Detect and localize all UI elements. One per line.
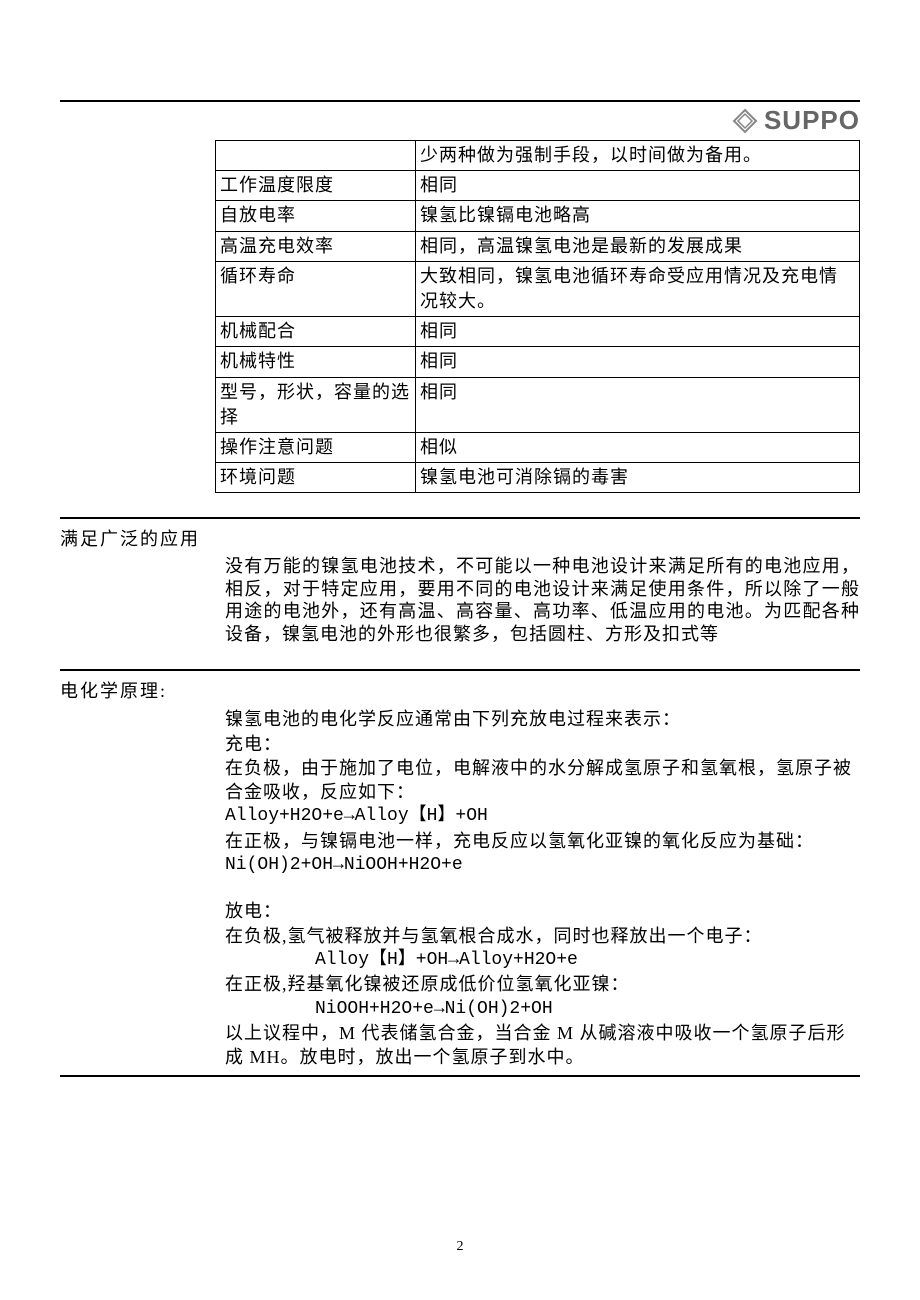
- formula: Alloy【H】+OH→Alloy+H2O+e: [315, 948, 860, 972]
- paragraph: 在负极,氢气被释放并与氢氧根合成水，同时也释放出一个电子：: [225, 924, 860, 948]
- paragraph: 在正极，与镍镉电池一样，充电反应以氢氧化亚镍的氧化反应为基础：: [225, 829, 860, 853]
- formula: Ni(OH)2+OH→NiOOH+H2O+e: [225, 853, 860, 877]
- section-applications: 满足广泛的应用 没有万能的镍氢电池技术，不可能以一种电池设计来满足所有的电池应用…: [60, 525, 860, 645]
- table-row: 循环寿命大致相同，镍氢电池循环寿命受应用情况及充电情况较大。: [216, 261, 860, 316]
- table-cell-property: 机械配合: [216, 317, 416, 347]
- table-cell-value: 相同: [416, 347, 860, 377]
- logo-text: SUPPO: [764, 105, 860, 136]
- table-cell-value: 相同: [416, 377, 860, 432]
- section-body: 镍氢电池的电化学反应通常由下列充放电过程来表示： 充电： 在负极，由于施加了电位…: [225, 707, 860, 1069]
- paragraph: 在正极,羟基氧化镍被还原成低价位氢氧化亚镍：: [225, 972, 860, 996]
- table-cell-property: 操作注意问题: [216, 432, 416, 462]
- paragraph: 在负极，由于施加了电位，电解液中的水分解成氢原子和氢氧根，氢原子被合金吸收，反应…: [225, 756, 860, 805]
- discharge-label: 放电：: [225, 899, 860, 923]
- logo-icon: [732, 108, 758, 134]
- table-cell-value: 镍氢电池可消除镉的毒害: [416, 463, 860, 493]
- section-body: 没有万能的镍氢电池技术，不可能以一种电池设计来满足所有的电池应用，相反，对于特定…: [225, 555, 860, 645]
- table-row: 自放电率镍氢比镍镉电池略高: [216, 201, 860, 231]
- formula: NiOOH+H2O+e→Ni(OH)2+OH: [315, 997, 860, 1021]
- table-cell-property: 工作温度限度: [216, 171, 416, 201]
- table-row: 型号，形状，容量的选择相同: [216, 377, 860, 432]
- table-row: 高温充电效率相同，高温镍氢电池是最新的发展成果: [216, 231, 860, 261]
- table-cell-value: 镍氢比镍镉电池略高: [416, 201, 860, 231]
- table-row: 操作注意问题相似: [216, 432, 860, 462]
- brand-logo: SUPPO: [732, 105, 860, 136]
- table-cell-property: 自放电率: [216, 201, 416, 231]
- section-divider: [60, 517, 860, 519]
- section-title: 满足广泛的应用: [60, 525, 860, 551]
- table-cell-value: 相同: [416, 171, 860, 201]
- section-title: 电化学原理:: [60, 677, 860, 703]
- table-cell-property: 高温充电效率: [216, 231, 416, 261]
- paragraph: 以上议程中，M 代表储氢合金，当合金 M 从碱溶液中吸收一个氢原子后形成 MH。…: [225, 1021, 860, 1070]
- charge-label: 充电：: [225, 732, 860, 756]
- table-cell-value: 相同，高温镍氢电池是最新的发展成果: [416, 231, 860, 261]
- table-cell-value: 相同: [416, 317, 860, 347]
- table-cell-property: 型号，形状，容量的选择: [216, 377, 416, 432]
- spacer: [225, 877, 860, 899]
- table-cell-property: 循环寿命: [216, 261, 416, 316]
- table-row: 机械配合相同: [216, 317, 860, 347]
- table-row: 少两种做为强制手段，以时间做为备用。: [216, 141, 860, 171]
- table-cell-value: 相似: [416, 432, 860, 462]
- table-cell-property: [216, 141, 416, 171]
- table-row: 机械特性相同: [216, 347, 860, 377]
- table-row: 工作温度限度相同: [216, 171, 860, 201]
- table-row: 环境问题镍氢电池可消除镉的毒害: [216, 463, 860, 493]
- section-divider: [60, 669, 860, 671]
- paragraph: 镍氢电池的电化学反应通常由下列充放电过程来表示：: [225, 707, 860, 731]
- table-cell-value: 少两种做为强制手段，以时间做为备用。: [416, 141, 860, 171]
- header-divider: [60, 100, 860, 102]
- comparison-table: 少两种做为强制手段，以时间做为备用。工作温度限度相同自放电率镍氢比镍镉电池略高高…: [215, 140, 860, 493]
- page-number: 2: [457, 1239, 464, 1255]
- table-cell-value: 大致相同，镍氢电池循环寿命受应用情况及充电情况较大。: [416, 261, 860, 316]
- table-cell-property: 环境问题: [216, 463, 416, 493]
- formula: Alloy+H2O+e→Alloy【H】+OH: [225, 804, 860, 828]
- section-divider: [60, 1075, 860, 1077]
- table-cell-property: 机械特性: [216, 347, 416, 377]
- paragraph: 没有万能的镍氢电池技术，不可能以一种电池设计来满足所有的电池应用，相反，对于特定…: [225, 555, 860, 645]
- section-electrochemistry: 电化学原理: 镍氢电池的电化学反应通常由下列充放电过程来表示： 充电： 在负极，…: [60, 677, 860, 1069]
